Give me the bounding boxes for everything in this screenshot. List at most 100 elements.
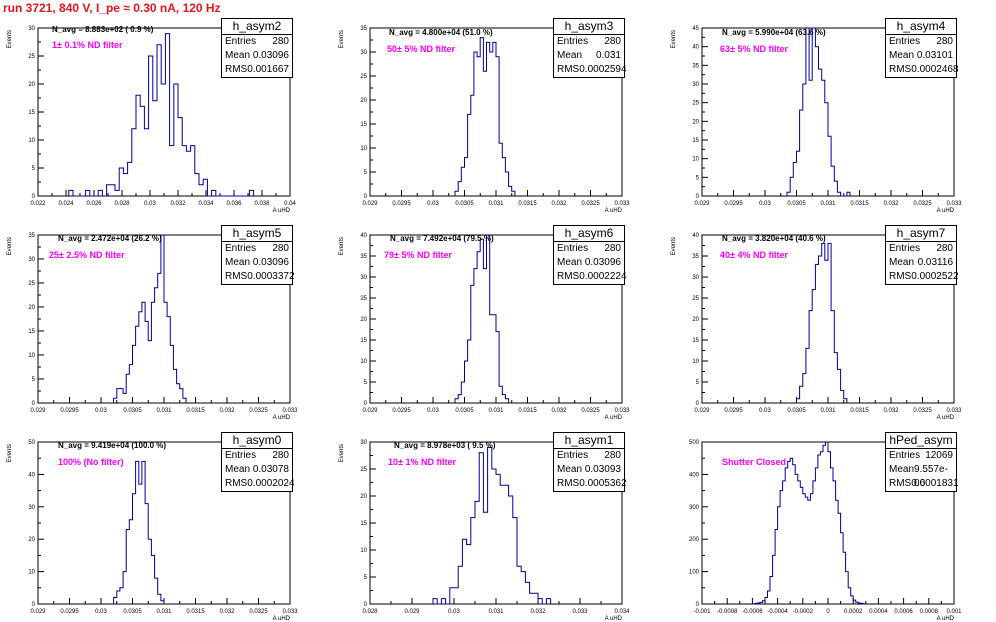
x-tick-label: 0.033 [282, 408, 298, 414]
stats-rms-label: RMS [889, 64, 912, 75]
x-tick-label: 0.03 [759, 408, 771, 414]
filter-annotation: 63± 5% ND filter [720, 44, 788, 54]
y-tick-label: 100 [689, 570, 700, 576]
x-tick-label: 0.032 [551, 408, 567, 414]
y-tick-label: 500 [689, 440, 700, 446]
hist-h-asym5: 0.029 0.0295 0.03 0.0305 0.031 0.0315 0.032 0.0… [7, 233, 298, 421]
y-tick-label: 200 [689, 537, 700, 543]
x-axis-title: A uHD [273, 415, 291, 421]
y-tick-label: 0 [364, 401, 368, 407]
x-tick-label: 0.0315 [186, 609, 205, 615]
stats-entries-value: 280 [272, 450, 289, 461]
stats-histogram-name: h_asym3 [554, 19, 624, 35]
stats-mean-label: Mean [225, 50, 251, 61]
x-tick-label: 0.031 [488, 609, 504, 615]
x-axis-title: A uHD [937, 208, 955, 214]
x-tick-label: 0.03 [759, 201, 771, 207]
x-tick-label: 0.032 [883, 408, 899, 414]
filter-annotation: 100% (No filter) [58, 457, 124, 467]
y-tick-label: 20 [28, 305, 35, 311]
y-axis-title: Events [339, 444, 345, 462]
stats-box: h_asym0 Entries 280 Mean 0.03078 RMS 0.0002… [221, 432, 295, 492]
stats-entries-label: Entries [889, 450, 921, 461]
stats-entries-label: Entries [889, 243, 921, 254]
stats-mean-label: Mean [225, 257, 251, 268]
x-tick-label: 0.03 [95, 408, 107, 414]
hist-h-asym3: 0.029 0.0295 0.03 0.0305 0.031 0.0315 0.032 0.0… [339, 26, 630, 214]
x-tick-label: 0.03 [427, 408, 439, 414]
y-tick-label: 40 [360, 233, 367, 239]
stats-mean-label: Mean [557, 50, 583, 61]
y-tick-label: 50 [28, 440, 35, 446]
y-tick-label: 25 [360, 467, 367, 473]
stats-rms-value: 0.001667 [247, 64, 289, 75]
pad-h-asym0: 0.029 0.0295 0.03 0.0305 0.031 0.0315 0.032 0.0… [0, 432, 332, 622]
x-tick-label: 0.029 [362, 201, 378, 207]
y-tick-label: 0 [696, 401, 700, 407]
x-tick-label: 0.0295 [392, 201, 411, 207]
stats-mean-value: 0.03096 [252, 257, 289, 268]
x-axis-title: A uHD [605, 208, 623, 214]
y-tick-label: 10 [692, 157, 699, 163]
x-tick-label: 0.031 [488, 201, 504, 207]
x-tick-label: 0.028 [362, 609, 378, 615]
histogram-outline [68, 33, 255, 197]
filter-annotation: 50± 5% ND filter [387, 44, 455, 54]
x-tick-label: 0.0305 [787, 201, 806, 207]
y-axis-title: Events [339, 30, 345, 48]
x-tick-label: 0.0295 [724, 201, 743, 207]
x-tick-label: 0.033 [946, 201, 962, 207]
stats-rms-value: 0.0001831 [911, 478, 959, 489]
x-tick-label: 0.036 [226, 201, 242, 207]
y-tick-label: 5 [32, 166, 36, 172]
n-avg-label: N_avg = 5.990e+04 (63.6 %) [722, 28, 826, 37]
y-tick-label: 30 [28, 505, 35, 511]
y-tick-label: 40 [692, 45, 699, 51]
histogram-outline [751, 441, 867, 605]
y-tick-label: 5 [364, 380, 368, 386]
x-tick-label: 0.03 [448, 609, 460, 615]
stats-entries-label: Entries [889, 36, 921, 47]
y-tick-label: 25 [28, 54, 35, 60]
y-tick-label: 30 [360, 440, 367, 446]
hist-h-asym1: 0.028 0.029 0.03 0.031 0.032 0.033 0.034 0 5 10 15… [339, 440, 630, 622]
x-tick-label: 0.032 [530, 609, 546, 615]
x-tick-label: 0.022 [30, 201, 46, 207]
y-tick-label: 30 [28, 257, 35, 263]
x-axis-title: A uHD [605, 616, 623, 622]
y-tick-label: 10 [360, 359, 367, 365]
y-tick-label: 40 [692, 233, 699, 239]
x-tick-label: -0.0002 [793, 609, 814, 615]
stats-mean-label: Mean [889, 464, 915, 475]
y-tick-label: 5 [696, 380, 700, 386]
y-axis-title: Events [7, 444, 13, 462]
y-tick-label: 20 [692, 119, 699, 125]
stats-entries-value: 12069 [925, 450, 953, 461]
x-tick-label: 0.0004 [869, 609, 888, 615]
stats-rms-label: RMS [889, 478, 912, 489]
stats-entries-value: 280 [272, 243, 289, 254]
x-tick-label: 0.0305 [123, 609, 142, 615]
y-tick-label: 15 [360, 122, 367, 128]
y-tick-label: 35 [360, 26, 367, 32]
stats-mean-value: 0.03096 [584, 257, 621, 268]
pad-h-asym3: 0.029 0.0295 0.03 0.0305 0.031 0.0315 0.032 0.0… [332, 18, 664, 214]
pad-h-asym4: 0.029 0.0295 0.03 0.0305 0.031 0.0315 0.032 0.0… [664, 18, 996, 214]
x-tick-label: 0.0325 [581, 201, 600, 207]
hist-h-asym7: 0.029 0.0295 0.03 0.0305 0.031 0.0315 0.032 0.0… [671, 233, 962, 421]
x-tick-label: 0.029 [30, 408, 46, 414]
y-tick-label: 15 [28, 329, 35, 335]
stats-box: h_asym5 Entries 280 Mean 0.03096 RMS 0.0003… [221, 225, 295, 285]
stats-mean-label: Mean [557, 257, 583, 268]
stats-mean-value: 0.03096 [252, 50, 289, 61]
stats-mean-value: 0.03116 [917, 257, 953, 268]
x-tick-label: 0.038 [254, 201, 270, 207]
pad-h-asym6: 0.029 0.0295 0.03 0.0305 0.031 0.0315 0.032 0.0… [332, 225, 664, 421]
y-tick-label: 10 [692, 359, 699, 365]
y-tick-label: 10 [360, 146, 367, 152]
y-tick-label: 25 [360, 74, 367, 80]
x-tick-label: 0.0295 [60, 408, 79, 414]
stats-rms-value: 0.0005362 [579, 478, 627, 489]
x-tick-label: 0.031 [488, 408, 504, 414]
stats-entries-value: 280 [604, 243, 621, 254]
